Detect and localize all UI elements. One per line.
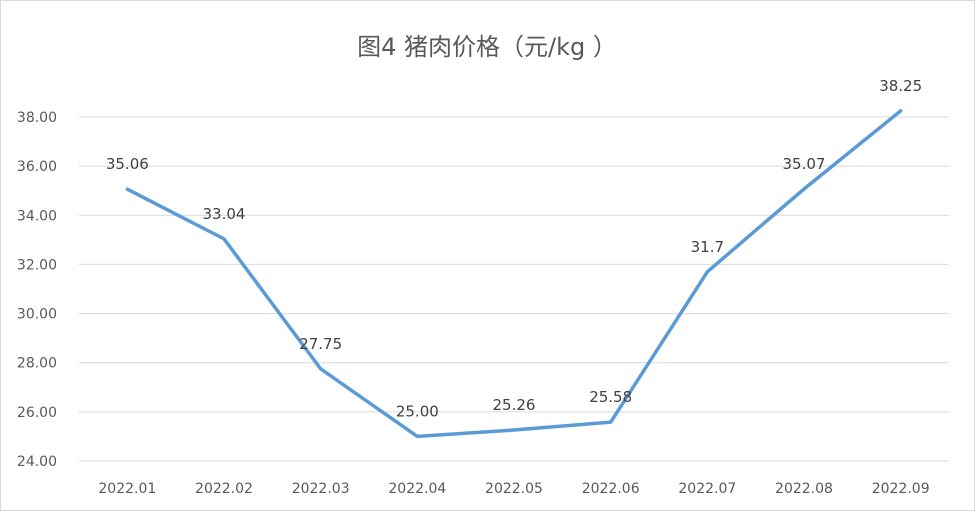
x-tick-label: 2022.07 [678,481,736,497]
data-label: 27.75 [299,335,342,353]
x-tick-label: 2022.06 [582,481,640,497]
data-point [899,109,903,113]
x-tick-label: 2022.04 [388,481,446,497]
data-label: 35.07 [783,155,826,173]
gridlines [79,116,949,462]
y-tick-label: 24.00 [17,454,57,470]
y-axis: 24.00 26.00 28.00 30.00 32.00 34.00 36.00 38.00 [17,110,57,470]
data-point [512,428,516,432]
x-tick-label: 2022.08 [775,481,833,497]
data-point [222,237,226,241]
data-label: 25.58 [589,388,632,406]
data-point [319,367,323,371]
series-layer [125,109,903,439]
data-point [705,270,709,274]
data-point [609,420,613,424]
y-tick-label: 26.00 [17,405,57,421]
x-tick-label: 2022.02 [195,481,253,497]
data-label: 35.06 [106,155,149,173]
x-tick-label: 2022.01 [98,481,156,497]
x-tick-label: 2022.05 [485,481,543,497]
data-label: 38.25 [879,77,922,95]
data-label: 31.7 [691,238,724,256]
y-tick-label: 30.00 [17,307,57,323]
data-label: 25.26 [493,396,536,414]
data-point [415,434,419,438]
y-tick-label: 32.00 [17,257,57,273]
data-label: 25.00 [396,402,439,420]
y-tick-label: 34.00 [17,208,57,224]
x-axis: 2022.01 2022.02 2022.03 2022.04 2022.05 2022.… [98,481,929,497]
y-tick-label: 38.00 [17,110,57,126]
x-tick-label: 2022.09 [872,481,930,497]
y-tick-label: 36.00 [17,159,57,175]
data-point [125,187,129,191]
y-tick-label: 28.00 [17,356,57,372]
x-tick-label: 2022.03 [292,481,350,497]
data-point [802,187,806,191]
chart-title: 图4 猪肉价格（元/kg ） [357,33,617,61]
data-label: 33.04 [203,205,246,223]
data-labels: 35.06 33.04 27.75 25.00 25.26 25.58 31.7 35.07 3… [106,77,922,421]
